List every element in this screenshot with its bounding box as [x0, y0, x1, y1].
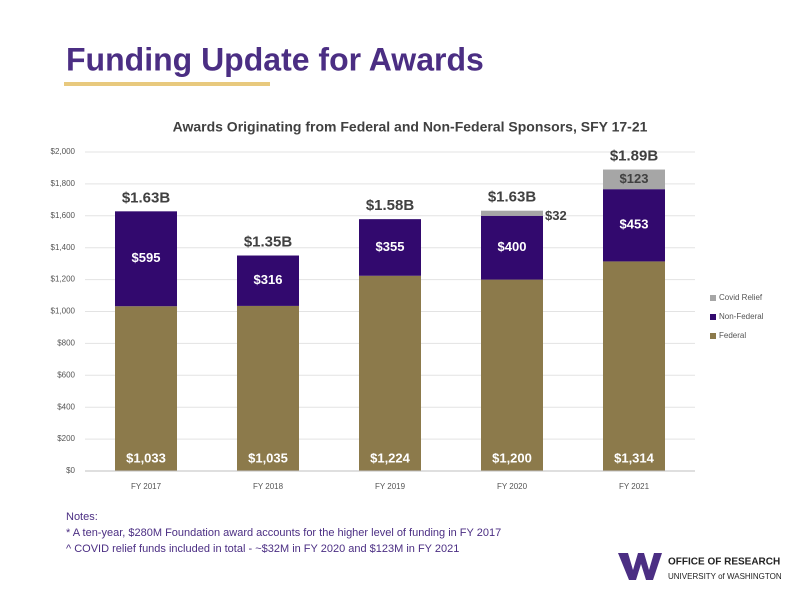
chart-title: Awards Originating from Federal and Non-… [173, 119, 648, 135]
data-label: $400 [498, 239, 527, 254]
bar-segment [359, 275, 421, 471]
note: ^ COVID relief funds included in total -… [66, 543, 459, 555]
bar-segment [359, 219, 421, 276]
total-label: $1.58B [366, 197, 415, 214]
x-tick-label: FY 2021 [619, 482, 650, 491]
y-tick-label: $1,600 [51, 211, 76, 220]
bar-segment [237, 255, 299, 306]
bar-segment [481, 215, 543, 280]
y-tick-label: $0 [66, 466, 75, 475]
data-label: $1,200 [492, 450, 532, 465]
data-label: $316 [254, 272, 283, 287]
total-label: $1.63B [122, 189, 171, 206]
y-tick-label: $1,800 [51, 179, 76, 188]
bar-segment [115, 306, 177, 471]
data-label: $355 [376, 239, 405, 254]
bar-segment [115, 211, 177, 307]
logo-line: UNIVERSITY of WASHINGTON [668, 572, 782, 581]
title-underline [64, 82, 270, 86]
total-label: $1.63B [488, 189, 537, 206]
legend-label: Federal [719, 331, 746, 340]
y-tick-label: $1,200 [51, 275, 76, 284]
bar-segment [603, 169, 665, 190]
y-tick-label: $400 [57, 402, 75, 411]
total-label: $1.35B [244, 233, 293, 250]
x-tick-label: FY 2020 [497, 482, 528, 491]
data-label: $1,314 [614, 450, 655, 465]
data-label: $595 [132, 250, 161, 265]
y-tick-label: $1,000 [51, 307, 76, 316]
y-tick-label: $2,000 [51, 147, 76, 156]
data-label: $453 [620, 217, 649, 232]
legend-swatch [710, 314, 716, 320]
y-tick-label: $800 [57, 339, 75, 348]
logo-line: OFFICE OF RESEARCH [668, 557, 780, 568]
bar-segment [481, 210, 543, 216]
notes-heading: Notes: [66, 511, 98, 523]
x-tick-label: FY 2018 [253, 482, 284, 491]
y-tick-label: $600 [57, 370, 75, 379]
bar-segment [603, 189, 665, 262]
data-label: $32 [545, 208, 567, 223]
legend-label: Covid Relief [719, 293, 763, 302]
legend-swatch [710, 295, 716, 301]
total-label: $1.89B [610, 148, 659, 165]
y-tick-label: $200 [57, 434, 75, 443]
slide-title: Funding Update for Awards [66, 41, 484, 77]
data-label: $123 [620, 171, 649, 186]
bar-segment [237, 305, 299, 471]
x-tick-label: FY 2017 [131, 482, 162, 491]
data-label: $1,224 [370, 450, 411, 465]
bar-segment [481, 279, 543, 471]
logo-mark [618, 553, 662, 580]
y-tick-label: $1,400 [51, 243, 76, 252]
legend-label: Non-Federal [719, 312, 764, 321]
x-tick-label: FY 2019 [375, 482, 406, 491]
legend-swatch [710, 333, 716, 339]
data-label: $1,035 [248, 450, 288, 465]
data-label: $1,033 [126, 450, 166, 465]
bar-segment [603, 261, 665, 471]
note: * A ten-year, $280M Foundation award acc… [66, 527, 501, 539]
